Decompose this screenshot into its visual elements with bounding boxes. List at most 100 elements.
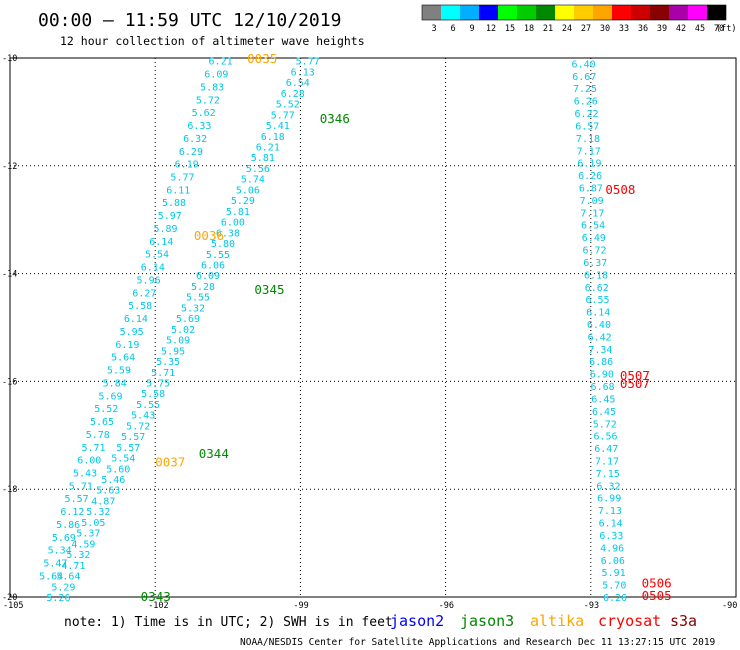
wave-height-value: 5.75 [146,378,170,389]
colorbar-swatch [555,5,574,20]
wave-height-value: 6.33 [599,531,623,542]
wave-height-value: 5.32 [181,303,205,314]
wave-height-value: 5.37 [76,529,100,540]
wave-height-value: 5.32 [66,550,90,561]
wave-height-value: 5.69 [98,391,122,402]
wave-height-value: 5.58 [141,389,165,400]
colorbar-swatch [593,5,612,20]
pass-label-jason3: 0343 [141,589,171,604]
wave-height-value: 5.77 [296,57,320,68]
wave-height-value: 5.70 [602,581,626,592]
pass-label-altika: 0035 [247,51,277,66]
wave-height-value: 6.28 [281,89,305,100]
wave-height-value: 5.77 [271,110,295,121]
y-axis-ticks: -10 -12 -14 -16 -18 -20 [2,54,17,603]
wave-height-value: 6.19 [577,159,601,170]
colorbar-swatch [498,5,517,20]
colorbar-swatch [650,5,669,20]
wave-height-value: 5.69 [52,533,76,544]
pass-label-altika: 0036 [194,228,224,243]
wave-height-value: 5.65 [90,417,114,428]
wave-height-value: 6.13 [291,67,315,78]
colorbar-swatch [707,5,726,20]
colorbar-label: 45 [695,24,705,34]
wave-height-value: 5.55 [186,293,210,304]
wave-height-value: 5.63 [96,486,120,497]
wave-height-value: 6.19 [175,160,199,171]
wave-height-value: 5.52 [94,404,118,415]
series-altika: 6.216.095.835.725.626.336.326.296.195.77… [39,57,232,583]
wave-height-value: 5.29 [51,582,75,593]
wave-height-value: 6.14 [141,263,165,274]
colorbar-label: 3 [431,24,436,34]
wave-height-value: 6.32 [183,134,207,145]
x-tick-label: -96 [439,601,454,611]
colorbar-label: 24 [562,24,572,34]
wave-height-value: 5.64 [39,571,63,582]
wave-height-value: 5.29 [231,196,255,207]
wave-height-value: 5.84 [103,378,127,389]
wave-height-value: 6.00 [221,218,245,229]
wave-height-value: 6.37 [583,258,607,269]
wave-height-value: 6.14 [599,519,623,530]
wave-height-value: 6.33 [187,121,211,132]
wave-height-value: 6.21 [256,143,280,154]
wave-height-value: 5.86 [56,520,80,531]
wave-height-value: 5.59 [107,366,131,377]
wave-height-value: 5.89 [153,224,177,235]
x-tick-label: -99 [293,601,308,611]
wave-height-value: 6.45 [591,394,615,405]
wave-height-value: 6.29 [179,147,203,158]
colorbar-label: 6 [450,24,455,34]
wave-height-value: 4.71 [61,561,85,572]
wave-height-value: 5.95 [161,346,185,357]
wave-height-value: 5.43 [73,468,97,479]
chart-subtitle: 12 hour collection of altimeter wave hei… [60,34,365,48]
wave-height-value: 6.57 [575,121,599,132]
colorbar-label: 12 [486,24,496,34]
wave-height-value: 5.57 [116,443,140,454]
satellite-legend: jason2 jason3 altika cryosat s3a [390,612,697,630]
wave-height-value: 6.68 [591,382,615,393]
wave-height-value: 5.35 [156,357,180,368]
wave-height-value: 5.09 [166,336,190,347]
wave-height-value: 6.06 [201,260,225,271]
colorbar-swatch [536,5,555,20]
wave-height-value: 6.18 [584,270,608,281]
wave-height-value: 5.54 [111,454,135,465]
plot-area: -10-12-14-16-18-20 -105 -102 -99 -96 -93 -90 … [2,51,737,611]
wave-height-value: 6.54 [286,78,310,89]
wave-height-value: 5.47 [43,559,67,570]
wave-height-value: 5.32 [86,507,110,518]
wave-height-value: 6.14 [124,314,148,325]
pass-label-jason3: 0345 [254,282,284,297]
wave-height-value: 6.40 [587,320,611,331]
colorbar-swatch [574,5,593,20]
wave-height-value: 5.72 [126,421,150,432]
pass-label-cryosat: 0506 [642,576,672,591]
wave-height-value: 5.02 [171,325,195,336]
wave-height-value: 6.42 [588,332,612,343]
wave-height-value: 5.06 [236,185,260,196]
wave-height-value: 6.45 [592,407,616,418]
colorbar-label: 15 [505,24,515,34]
wave-height-value: 7.17 [595,456,619,467]
y-tick-label: -18 [2,485,17,495]
wave-height-value: 5.60 [106,464,130,475]
wave-height-value: 5.41 [266,121,290,132]
colorbar-unit: (ft) [716,24,736,34]
y-tick-label: -20 [2,593,17,603]
wave-height-value: 6.32 [596,481,620,492]
grid-lines [10,58,736,597]
wave-height-value: 7.13 [598,506,622,517]
legend-note: note: 1) Time is in UTC; 2) SWH is in fe… [64,615,393,630]
wave-height-value: 5.74 [241,175,265,186]
wave-height-value: 5.97 [158,211,182,222]
colorbar-swatch [460,5,479,20]
x-tick-label: -90 [722,601,737,611]
x-tick-label: -102 [148,601,168,611]
pass-label-jason3: 0344 [199,446,229,461]
wave-height-value: 5.71 [69,481,93,492]
wave-height-value: 5.71 [81,443,105,454]
wave-height-value: 5.64 [56,572,80,583]
